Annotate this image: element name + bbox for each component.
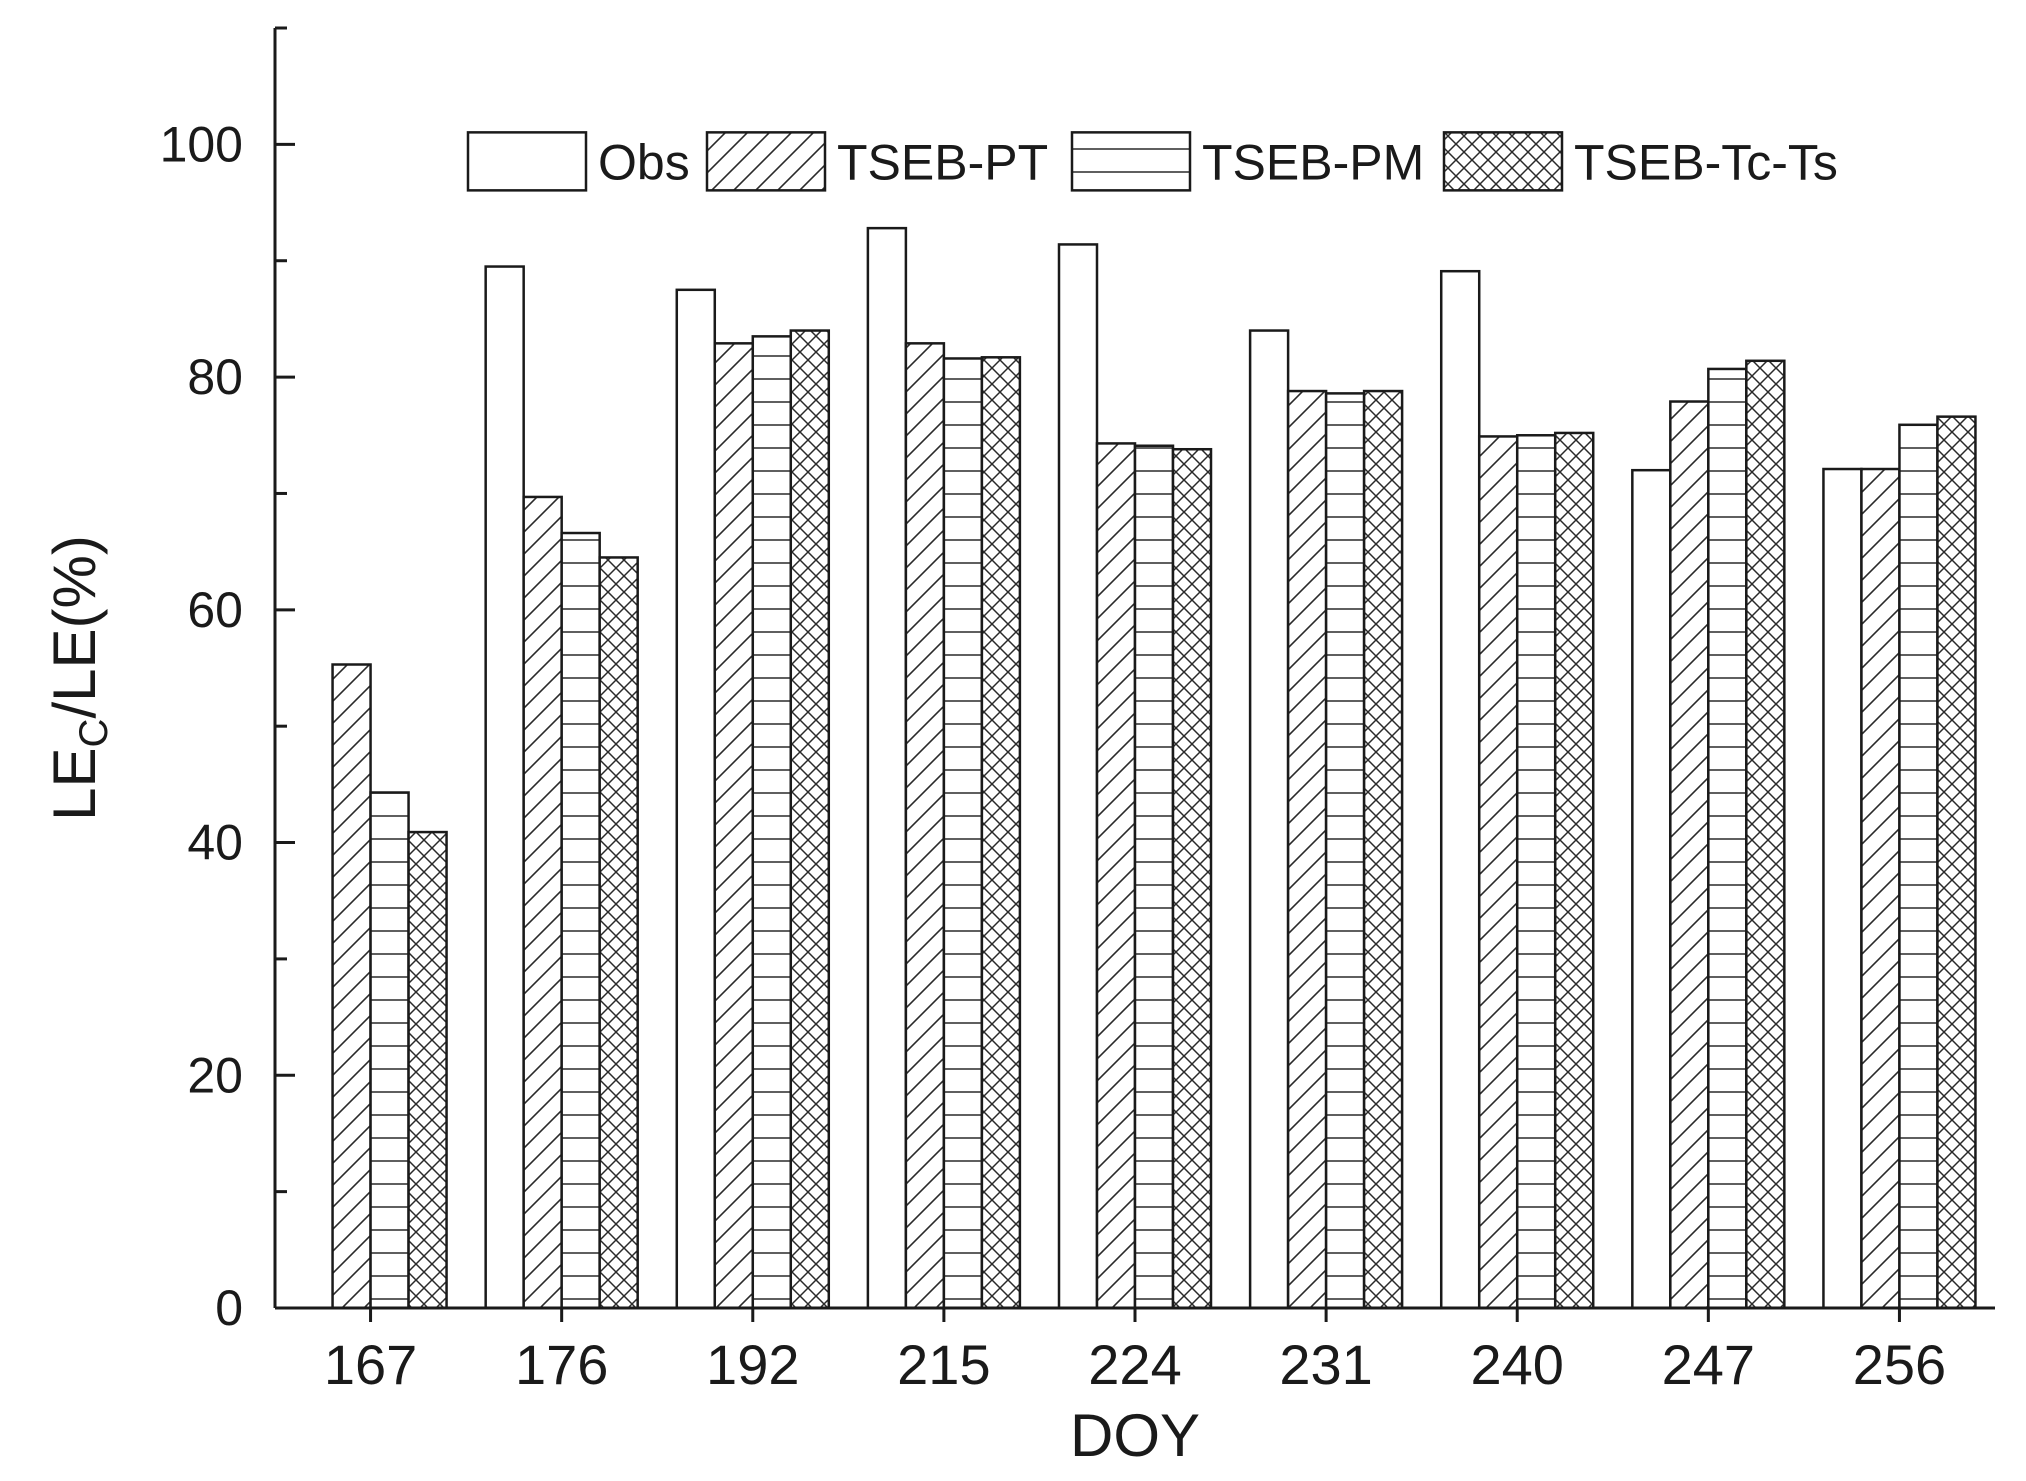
legend: Obs TSEB-PT TSEB-PM TSEB-Tc-Ts	[466, 131, 1838, 192]
y-tick-label: 40	[187, 815, 243, 871]
bar-tseb-pm-215	[942, 357, 984, 1310]
bar-tseb-tc-ts-256	[1936, 415, 1977, 1310]
bar-obs-224	[1057, 243, 1099, 1310]
bar-tseb-pt-224	[1095, 442, 1137, 1310]
bar-tseb-pt-176	[522, 495, 563, 1310]
legend-swatch	[1070, 131, 1192, 192]
x-axis-ticks: 167 176 192 215 224 231 240 247 256	[324, 1308, 1946, 1396]
bar-obs-247	[1631, 468, 1672, 1310]
x-tick-label: 176	[515, 1333, 608, 1396]
y-axis-ticks: 0 20 40 60 80 100	[160, 26, 295, 1336]
legend-swatch	[705, 131, 827, 192]
y-axis-title-rest: /LE(%)	[41, 535, 108, 718]
bar-tseb-tc-ts-176	[598, 556, 639, 1310]
x-tick-label: 240	[1471, 1333, 1564, 1396]
x-tick-label: 167	[324, 1333, 417, 1396]
bar-obs-176	[484, 265, 525, 1310]
bar-obs-240	[1439, 269, 1481, 1310]
bar-tseb-pt-215	[904, 342, 946, 1310]
bar-tseb-pm-256	[1898, 423, 1939, 1310]
bar-tseb-pm-240	[1515, 434, 1557, 1310]
bar-tseb-pm-247	[1707, 367, 1748, 1310]
bar-obs-215	[866, 226, 908, 1310]
bar-tseb-tc-ts-231	[1362, 389, 1404, 1310]
y-tick-label: 20	[187, 1047, 243, 1103]
legend-swatch	[1442, 131, 1564, 192]
legend-label: Obs	[598, 134, 690, 190]
bars-layer	[331, 226, 1977, 1310]
y-axis-title-subscript: C	[72, 719, 116, 748]
y-tick-label: 100	[160, 116, 243, 172]
bar-tseb-tc-ts-215	[980, 356, 1022, 1310]
y-tick-label: 60	[187, 582, 243, 638]
bar-tseb-tc-ts-192	[789, 329, 831, 1310]
y-axis-title: LEC/LE(%)	[41, 535, 116, 821]
bar-tseb-tc-ts-224	[1171, 447, 1213, 1310]
x-tick-label: 224	[1088, 1333, 1181, 1396]
bar-tseb-pm-192	[751, 335, 793, 1310]
bar-tseb-pt-192	[713, 342, 755, 1310]
y-tick-label: 0	[215, 1280, 243, 1336]
bar-tseb-tc-ts-167	[407, 830, 448, 1310]
bar-tseb-pm-224	[1133, 444, 1175, 1310]
x-tick-label: 231	[1279, 1333, 1372, 1396]
bar-tseb-pt-167	[331, 663, 372, 1310]
bar-obs-192	[675, 288, 717, 1310]
bar-tseb-tc-ts-240	[1553, 431, 1595, 1310]
x-tick-label: 247	[1662, 1333, 1755, 1396]
bar-tseb-pt-256	[1860, 467, 1901, 1310]
legend-label: TSEB-Tc-Ts	[1574, 134, 1838, 190]
bar-tseb-pm-231	[1324, 392, 1366, 1310]
legend-label: TSEB-PT	[837, 134, 1048, 190]
bar-obs-256	[1822, 467, 1863, 1310]
y-axis-title-main: LE	[41, 747, 108, 820]
x-tick-label: 192	[706, 1333, 799, 1396]
bar-tseb-pm-176	[560, 531, 601, 1310]
bar-tseb-pt-240	[1477, 435, 1519, 1310]
bar-tseb-tc-ts-247	[1745, 359, 1786, 1310]
x-tick-label: 256	[1853, 1333, 1946, 1396]
bar-tseb-pm-167	[369, 791, 410, 1310]
x-axis-title: DOY	[1070, 1402, 1200, 1469]
bar-tseb-pt-247	[1669, 400, 1710, 1310]
bar-tseb-pt-231	[1286, 389, 1328, 1310]
y-tick-label: 80	[187, 349, 243, 405]
x-tick-label: 215	[897, 1333, 990, 1396]
legend-label: TSEB-PM	[1202, 134, 1424, 190]
bar-obs-231	[1248, 329, 1290, 1310]
legend-swatch	[466, 131, 588, 192]
